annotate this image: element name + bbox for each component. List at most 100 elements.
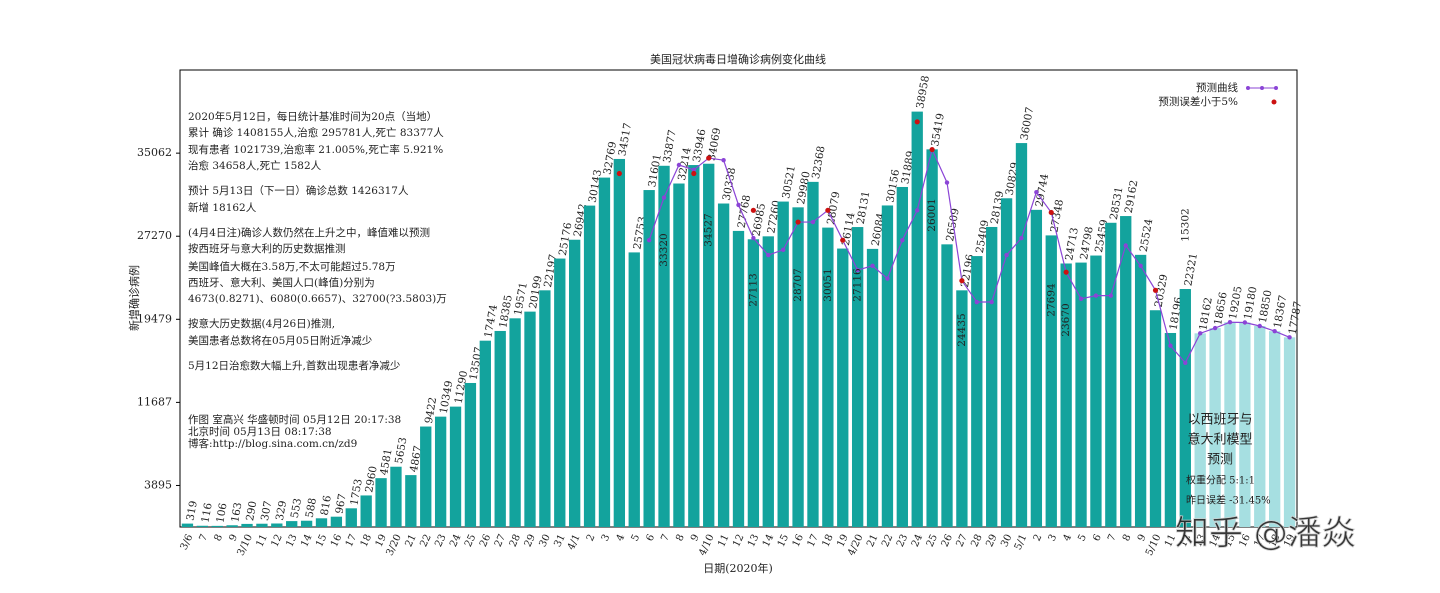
- x-tick-label: 29: [523, 533, 538, 549]
- x-tick-label: 25: [463, 533, 478, 549]
- note: 5月12日治愈数大幅上升,首数出现患者净减少: [188, 359, 400, 372]
- y-axis-label: 新增确诊病例: [127, 265, 141, 331]
- bar: [1134, 254, 1147, 527]
- legend-marker: [1271, 99, 1277, 105]
- bar: [1075, 262, 1087, 527]
- prediction-point: [1183, 360, 1188, 365]
- prediction-point: [1242, 320, 1248, 325]
- bar: [390, 466, 402, 527]
- bar: [405, 475, 417, 527]
- prediction-point: [766, 252, 771, 258]
- bar: [449, 406, 462, 527]
- bar: [956, 290, 968, 527]
- bar: [1179, 288, 1191, 527]
- prediction-point: [810, 219, 816, 225]
- bar: [926, 149, 938, 527]
- error-marker: [1048, 209, 1054, 216]
- bar-value-label: 18850: [1257, 289, 1275, 324]
- bar-value-label: 18656: [1212, 291, 1230, 326]
- bar-value-label: 32368: [810, 145, 828, 180]
- bar: [345, 508, 357, 527]
- model-text: 以西班牙与: [1187, 413, 1252, 428]
- x-tick-label: 15: [314, 533, 329, 549]
- bar: [1090, 255, 1102, 528]
- note: 现有患者 1021739,治愈率 21.005%,死亡率 5.921%: [188, 143, 443, 156]
- model-text: 意大利模型: [1187, 432, 1252, 448]
- x-tick-label: 9: [1136, 533, 1149, 543]
- x-tick-label: 5/10: [1144, 533, 1163, 558]
- x-tick-label: 19: [835, 533, 850, 549]
- x-tick-label: 4: [615, 533, 628, 543]
- x-tick-label: 4: [1061, 533, 1074, 543]
- bar-value-label: 33877: [661, 129, 679, 164]
- x-tick-label: 15: [776, 533, 791, 549]
- x-tick-label: 12: [731, 533, 746, 549]
- x-tick-label: 17: [1252, 533, 1267, 549]
- x-tick-label: 5/1: [1013, 533, 1030, 552]
- prediction-point: [721, 158, 726, 163]
- error-marker: [750, 207, 756, 213]
- prediction-point: [1138, 263, 1143, 268]
- bar: [762, 236, 774, 527]
- bar-value-label: 25524: [1138, 218, 1156, 253]
- model-note: 权重分配 5:1:1: [1186, 474, 1255, 487]
- prediction-point: [1197, 331, 1203, 336]
- x-tick-label: 4/10: [697, 533, 716, 558]
- legend-marker: [1260, 86, 1264, 90]
- note: 2020年5月12日，每日统计基准时间为20点（当地）: [188, 110, 437, 123]
- inner-label: 33320: [658, 233, 670, 266]
- x-tick-label: 29: [984, 533, 999, 549]
- x-tick-label: 8: [674, 533, 687, 543]
- bar-value-label: 24713: [1063, 227, 1081, 262]
- x-tick-label: 22: [880, 533, 895, 549]
- x-tick-label: 26: [940, 533, 955, 549]
- bar-value-label: 967: [333, 493, 348, 515]
- bar-value-label: 588: [304, 497, 319, 519]
- bar-value-label: 116: [199, 502, 214, 524]
- bar: [434, 416, 447, 527]
- bar: [1015, 143, 1028, 527]
- bar-value-label: 816: [319, 494, 334, 516]
- bar: [286, 521, 298, 527]
- inner-label: 15302: [1179, 208, 1191, 241]
- x-tick-label: 21: [403, 533, 418, 549]
- prediction-point: [989, 299, 994, 305]
- prediction-point: [1287, 335, 1292, 340]
- bar: [360, 495, 372, 527]
- bar-value-label: 17474: [482, 303, 500, 338]
- prediction-point: [974, 299, 979, 305]
- prediction-point: [1257, 323, 1262, 329]
- bar: [256, 523, 268, 527]
- y-tick-label: 35062: [137, 146, 172, 159]
- bar: [881, 205, 894, 528]
- x-tick-label: 2: [1032, 533, 1045, 543]
- x-tick-label: 11: [255, 533, 270, 549]
- note: 按西班牙与意大利的历史数据推测: [188, 242, 346, 255]
- x-tick-label: 14: [299, 533, 314, 549]
- bar-value-label: 19571: [512, 281, 530, 316]
- bar: [1164, 332, 1177, 527]
- bar: [211, 525, 223, 527]
- note: 新增 18162人: [188, 201, 257, 214]
- bar: [375, 478, 387, 527]
- bar: [658, 165, 670, 527]
- prediction-point: [1108, 293, 1114, 298]
- bar: [554, 258, 566, 527]
- bar-value-label: 28079: [825, 191, 843, 226]
- inner-label: 34527: [703, 213, 715, 246]
- x-axis-label: 日期(2020年): [703, 561, 773, 575]
- bar: [866, 248, 879, 527]
- bar-value-label: 27348: [1048, 198, 1066, 233]
- x-tick-label: 7: [659, 533, 672, 543]
- prediction-point: [1272, 328, 1277, 334]
- x-tick-label: 5: [1076, 533, 1089, 543]
- x-tick-label: 12: [269, 533, 284, 549]
- x-tick-label: 9: [227, 533, 240, 543]
- bar-value-label: 18162: [1197, 296, 1215, 331]
- prediction-point: [885, 276, 890, 281]
- x-tick-label: 3/20: [384, 533, 403, 558]
- x-tick-label: 24: [910, 533, 925, 549]
- x-tick-label: 11: [716, 533, 731, 549]
- bar: [330, 516, 343, 527]
- prediction-point: [751, 235, 756, 241]
